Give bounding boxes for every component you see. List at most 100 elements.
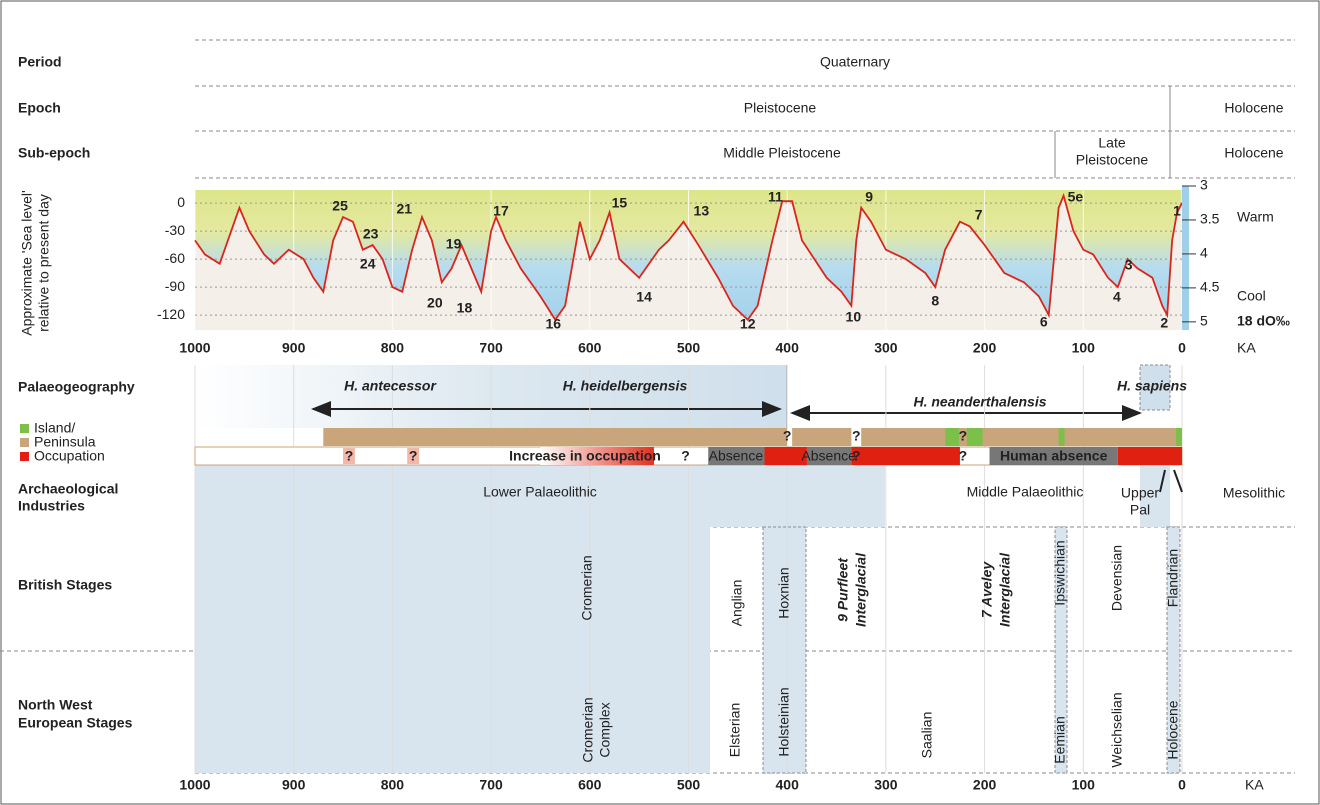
label: H. antecessor bbox=[344, 378, 437, 394]
stage-label: 1 bbox=[1173, 203, 1181, 219]
x-unit: KA bbox=[1245, 777, 1264, 793]
occupation-pulse bbox=[407, 448, 420, 464]
stage-label: 11 bbox=[768, 189, 783, 205]
x-tick-label: 0 bbox=[1178, 777, 1186, 793]
stage-label: 20 bbox=[427, 295, 443, 311]
pointer bbox=[1173, 469, 1183, 493]
occupation-segment bbox=[989, 447, 1118, 465]
label: Holocene bbox=[1224, 145, 1283, 161]
stage-label: 24 bbox=[360, 256, 376, 272]
gap bbox=[787, 428, 793, 446]
x-tick-label: 300 bbox=[874, 340, 898, 356]
question-mark: ? bbox=[345, 448, 354, 464]
d18o-tick-label: 5 bbox=[1200, 313, 1208, 329]
stage-label: 3 bbox=[1125, 257, 1133, 273]
label: Industries bbox=[18, 498, 85, 514]
stage-label: 23 bbox=[363, 226, 379, 242]
x-tick-label: 1000 bbox=[179, 340, 210, 356]
x-tick-label: 700 bbox=[479, 777, 503, 793]
occupation-pulse bbox=[343, 448, 355, 464]
label: Absence bbox=[801, 448, 856, 464]
d18o-tick-label: 4 bbox=[1200, 245, 1208, 261]
label: KA bbox=[1237, 340, 1256, 356]
x-tick-label: 1000 bbox=[179, 777, 210, 793]
legend-swatch bbox=[20, 438, 29, 447]
x-tick-label: 400 bbox=[776, 777, 800, 793]
pointer bbox=[1159, 469, 1166, 493]
question-mark: ? bbox=[409, 448, 418, 464]
label: Sub-epoch bbox=[18, 145, 90, 161]
peninsula-bar bbox=[323, 428, 1182, 446]
x-tick-label: 800 bbox=[381, 340, 405, 356]
label: Holocene bbox=[1224, 100, 1283, 116]
stage-label: 17 bbox=[493, 203, 509, 219]
label: Increase in occupation bbox=[509, 448, 661, 464]
hoxnian-box bbox=[762, 526, 807, 774]
y-axis-label: relative to present day bbox=[36, 194, 52, 332]
d18o-tick-label: 4.5 bbox=[1200, 279, 1220, 295]
stage-name: Interglacial bbox=[853, 552, 869, 627]
stage-label: 18 bbox=[457, 300, 473, 316]
island-bar bbox=[945, 428, 959, 446]
y-axis-label: Approximate 'Sea level' bbox=[19, 190, 35, 335]
stage-name: Hoxnian bbox=[776, 567, 792, 618]
label: Pleistocene bbox=[744, 100, 817, 116]
sapiens-box bbox=[1139, 364, 1171, 411]
island-bar bbox=[966, 428, 983, 446]
stage-label: 7 bbox=[975, 207, 983, 223]
stage-label: 10 bbox=[846, 309, 862, 325]
y-tick-label: -120 bbox=[157, 306, 185, 322]
label: Island/ bbox=[34, 420, 75, 436]
x-tick-label: 600 bbox=[578, 340, 602, 356]
stage-label: 16 bbox=[545, 316, 561, 332]
stage-label: 15 bbox=[612, 195, 628, 211]
ipswichian-box bbox=[1054, 526, 1068, 774]
legend-swatch bbox=[20, 452, 29, 461]
stage-label: 14 bbox=[636, 289, 652, 305]
label: Archaeological bbox=[18, 481, 118, 497]
label: Middle Palaeolithic bbox=[967, 484, 1084, 500]
occupation-segment bbox=[806, 447, 852, 465]
stage-label: 9 bbox=[865, 189, 873, 205]
d18o-tick-label: 3.5 bbox=[1200, 211, 1220, 227]
label: Middle Pleistocene bbox=[723, 145, 841, 161]
x-tick-label: 400 bbox=[776, 340, 800, 356]
stage-label: 13 bbox=[694, 203, 710, 219]
occupation-increase bbox=[540, 447, 654, 465]
stage-name: Devensian bbox=[1109, 545, 1125, 611]
stage-label: 12 bbox=[740, 316, 756, 332]
label: H. heidelbergensis bbox=[563, 378, 688, 394]
lower-pal-box bbox=[195, 465, 885, 527]
question-mark: ? bbox=[852, 428, 861, 444]
label: Absence bbox=[709, 448, 764, 464]
y-tick-label: 0 bbox=[177, 194, 185, 210]
stage-label: 21 bbox=[396, 201, 412, 217]
stage-name: Elsterian bbox=[727, 703, 743, 757]
x-tick-label: 600 bbox=[578, 777, 602, 793]
label: Warm bbox=[1237, 209, 1274, 225]
question-mark: ? bbox=[852, 448, 861, 464]
sea-level-plot bbox=[194, 190, 1183, 330]
stage-name: Complex bbox=[597, 702, 613, 757]
y-tick-label: -60 bbox=[165, 250, 185, 266]
x-tick-label: 300 bbox=[874, 777, 898, 793]
stage-name: Anglian bbox=[729, 580, 745, 627]
stage-name: Cromerian bbox=[580, 697, 596, 762]
sea-level-curve bbox=[194, 192, 1183, 322]
label: Quaternary bbox=[820, 54, 890, 70]
occupation-segment bbox=[764, 447, 807, 465]
stage-label: 2 bbox=[1160, 315, 1168, 331]
label: Late bbox=[1098, 135, 1125, 151]
question-mark: ? bbox=[959, 428, 968, 444]
stage-name: Holocene bbox=[1165, 700, 1181, 759]
legend-swatch bbox=[20, 424, 29, 433]
x-tick-label: 900 bbox=[282, 340, 306, 356]
x-tick-label: 100 bbox=[1072, 777, 1096, 793]
label: Pal bbox=[1130, 502, 1150, 518]
stage-name: Saalian bbox=[919, 712, 935, 759]
y-tick-label: -90 bbox=[165, 278, 185, 294]
stage-name: Flandrian bbox=[1165, 549, 1181, 607]
stage-label: 4 bbox=[1113, 289, 1121, 305]
d18o-axis bbox=[1182, 186, 1189, 330]
